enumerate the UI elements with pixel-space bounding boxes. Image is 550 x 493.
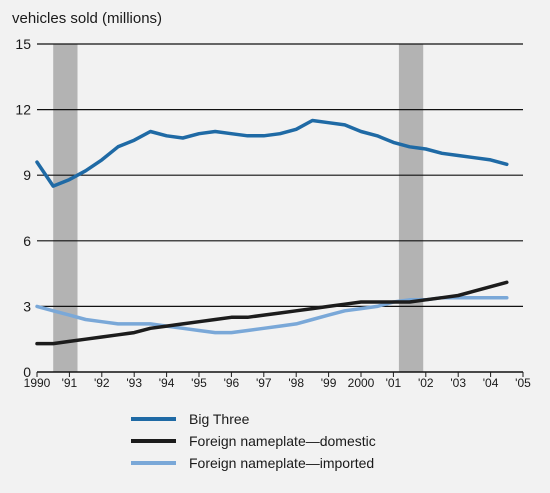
gridlines <box>37 43 523 373</box>
x-tick-labels: 1990 '91 '92 '93 '94 '95 '96 '97 '98 '99 2000 '01 '0… <box>24 372 531 390</box>
x-tick-label-7: '96 <box>224 376 240 390</box>
x-tick-label-10: '99 <box>321 376 337 390</box>
x-tick-label-3: '92 <box>94 376 110 390</box>
y-tick-label-9: 9 <box>23 167 31 183</box>
x-tick-label-4: '93 <box>126 376 142 390</box>
x-tick-label-16: '05 <box>515 376 531 390</box>
recession-band-1 <box>53 44 78 372</box>
x-tick-label-5: '94 <box>159 376 175 390</box>
x-tick-label-1: 1990 <box>24 376 51 390</box>
y-tick-label-15: 15 <box>15 36 31 52</box>
y-tick-label-0: 0 <box>23 364 31 380</box>
y-tick-labels: 0 3 6 9 12 15 <box>15 36 31 380</box>
series-line-2 <box>35 280 509 346</box>
recession-bands <box>53 44 424 372</box>
x-tick-label-9: '98 <box>288 376 304 390</box>
y-tick-label-3: 3 <box>23 298 31 314</box>
x-tick-label-11: 2000 <box>348 376 375 390</box>
y-axis-label: vehicles sold (millions) <box>12 10 162 27</box>
x-tick-label-14: '03 <box>450 376 466 390</box>
x-tick-label-15: '04 <box>483 376 499 390</box>
y-tick-label-6: 6 <box>23 233 31 249</box>
recession-band-2 <box>398 44 424 372</box>
x-tick-label-13: '02 <box>418 376 434 390</box>
legend: Big Three Foreign nameplate—domestic Forei… <box>131 411 376 471</box>
x-tick-label-8: '97 <box>256 376 272 390</box>
series-lines <box>35 118 509 346</box>
y-tick-label-12: 12 <box>15 102 31 118</box>
x-tick-label-2: '91 <box>62 376 78 390</box>
legend-label-3: Foreign nameplate—imported <box>189 455 374 471</box>
x-tick-label-12: '01 <box>386 376 402 390</box>
x-tick-label-6: '95 <box>191 376 207 390</box>
legend-label-2: Foreign nameplate—domestic <box>189 433 376 449</box>
series-line-1 <box>35 118 509 188</box>
legend-label-1: Big Three <box>189 411 250 427</box>
